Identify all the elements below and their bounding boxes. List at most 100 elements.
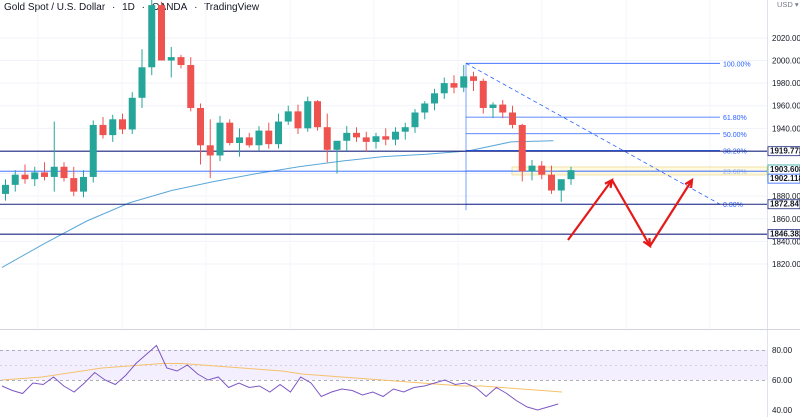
candle-body <box>158 5 165 61</box>
candle-body <box>411 112 419 128</box>
price-tick-label: 1940.000 <box>772 124 800 133</box>
price-grid <box>0 0 767 329</box>
candle-body <box>138 67 146 98</box>
candle-body <box>216 122 224 156</box>
candle-body <box>538 165 546 175</box>
fib-level-label: 50.00% <box>723 132 747 139</box>
resistance-tag-bg <box>767 146 800 157</box>
candle-body <box>167 57 175 61</box>
candle-body <box>11 174 19 185</box>
candle-body <box>284 111 292 122</box>
candle-body <box>450 83 458 88</box>
candle-body <box>41 172 48 177</box>
candle-body <box>187 65 195 108</box>
projection-arrow-head <box>684 177 694 189</box>
price-tick-label: 1840.000 <box>772 237 800 246</box>
candle-body <box>392 131 399 140</box>
candle-body <box>362 137 370 142</box>
fib-level-label: 38.20% <box>723 148 747 155</box>
candle-body <box>294 111 302 129</box>
candle-body <box>60 166 68 179</box>
candlesticks <box>2 0 575 202</box>
rsi-ma-line <box>1 363 563 393</box>
candle-body <box>353 132 360 138</box>
candle-body <box>499 104 507 113</box>
candle-body <box>50 166 58 177</box>
price-tick-label: 2020.000 <box>772 34 800 43</box>
lower-support-tag: 1846.382 <box>770 230 800 239</box>
candle-body <box>479 80 487 108</box>
price-tick-label: 1960.000 <box>772 102 800 111</box>
price-levels[interactable] <box>0 150 767 235</box>
candle-body <box>421 103 429 113</box>
support-tag: 1872.847 <box>770 200 800 209</box>
candle-body <box>323 127 331 150</box>
candle-body <box>440 83 448 94</box>
near-support-tag-bg <box>767 173 800 184</box>
price-tags: 1919.7731903.60817:05:181902.1181872.847… <box>767 146 800 240</box>
candle-body <box>431 93 438 104</box>
price-tick-label: 1980.000 <box>772 79 800 88</box>
candle-body <box>470 76 477 81</box>
rsi-axis-ticks: 80.00 60.00 40.00 <box>772 346 793 415</box>
rsi-band <box>0 350 767 380</box>
candle-body <box>70 178 78 192</box>
candle-body <box>89 124 97 177</box>
candle-body <box>245 137 253 146</box>
platform: TradingView <box>204 2 260 13</box>
candle-body <box>343 132 351 141</box>
candle-body <box>21 174 29 180</box>
rsi-line <box>1 344 559 411</box>
candle-body <box>518 124 526 172</box>
candle-body <box>148 5 156 68</box>
candle-body <box>99 124 107 136</box>
rsi-tick-label: 80.00 <box>772 346 793 355</box>
support-tag-bg <box>767 199 800 210</box>
candle-body <box>528 165 536 172</box>
projection-arrows[interactable] <box>567 177 694 249</box>
candle-body <box>460 76 468 88</box>
candle-body <box>382 136 390 140</box>
candle-body <box>509 112 516 125</box>
fib-level-label: 100.00% <box>723 61 751 68</box>
fib-level-label: 61.80% <box>723 115 747 122</box>
price-tick-label: 1820.000 <box>772 260 800 269</box>
candle-body <box>177 57 185 66</box>
price-tick-label: 1880.000 <box>772 192 800 201</box>
near-support-tag: 1902.118 <box>770 174 800 183</box>
candle-body <box>304 101 312 129</box>
candle-body <box>401 127 409 132</box>
projection-arrow <box>567 179 613 241</box>
chart-title: Gold Spot / U.S. Dollar · 1D · OANDA · T… <box>4 2 260 13</box>
symbol-name: Gold Spot / U.S. Dollar <box>4 2 106 13</box>
lower-support-tag-bg <box>767 229 800 240</box>
interval[interactable]: 1D <box>122 2 135 13</box>
price-tick-label: 2000.000 <box>772 57 800 66</box>
candle-body <box>265 130 273 145</box>
price-tick-label: 1860.000 <box>772 215 800 224</box>
candle-body <box>489 104 497 108</box>
candle-body <box>372 136 380 142</box>
candle-body <box>255 130 263 146</box>
candle-body <box>80 176 87 192</box>
candle-body <box>109 119 117 136</box>
projection-arrow <box>611 179 651 247</box>
candle-body <box>128 97 136 130</box>
candle-body <box>567 170 575 180</box>
candle-body <box>548 174 555 191</box>
rsi-tick-label: 40.00 <box>772 406 793 415</box>
currency-label[interactable]: USD ▾ <box>777 0 799 9</box>
candle-body <box>236 137 243 144</box>
candle-body <box>314 101 321 128</box>
candle-body <box>333 140 341 150</box>
broker: OANDA <box>151 2 188 13</box>
fib-level-label: 0.00% <box>723 202 743 209</box>
candle-body <box>557 179 565 191</box>
projection-arrow <box>649 179 693 247</box>
candle-body <box>197 107 204 146</box>
rsi-tick-label: 60.00 <box>772 376 793 385</box>
resistance-tag: 1919.773 <box>770 147 800 156</box>
candle-body <box>226 122 234 144</box>
candle-body <box>275 121 282 145</box>
